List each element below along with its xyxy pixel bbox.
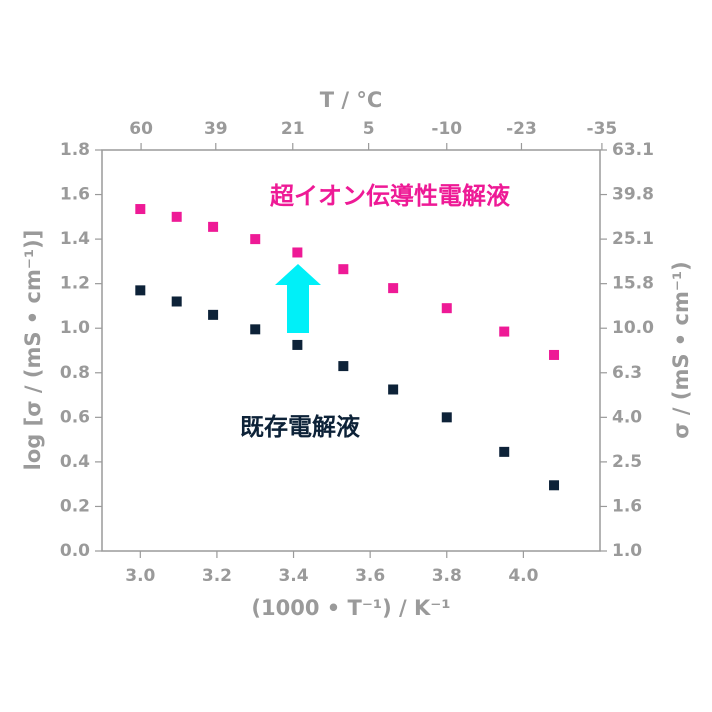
y-axis-title: log [σ / (mS • cm⁻¹)] [21, 230, 45, 471]
point [499, 326, 510, 337]
point [135, 285, 146, 296]
point [338, 361, 349, 372]
y-tick-label: 0.0 [60, 541, 90, 561]
y-tick-label: 1.2 [60, 274, 90, 294]
top-tick-label: 39 [204, 119, 228, 139]
y-tick-label: 0.2 [60, 496, 90, 516]
point [388, 384, 399, 395]
top-tick-label: -35 [587, 119, 618, 139]
point [292, 247, 303, 258]
point [388, 283, 399, 294]
x-axis-title: (1000 • T⁻¹) / K⁻¹ [251, 596, 450, 620]
point [499, 446, 510, 457]
x-tick-label: 3.6 [355, 566, 385, 586]
point [250, 234, 261, 245]
right-tick-label: 10.0 [612, 318, 654, 338]
top-axis-title: T / °C [320, 88, 383, 112]
top-tick-label: 5 [363, 119, 375, 139]
plot-frame [101, 149, 601, 552]
point [208, 221, 219, 232]
right-tick-label: 25.1 [612, 229, 654, 249]
x-tick-label: 3.4 [278, 566, 308, 586]
top-tick-label: -10 [431, 119, 462, 139]
y-tick-label: 0.4 [60, 452, 90, 472]
right-tick-label: 39.8 [612, 185, 654, 205]
point [549, 480, 560, 491]
y-tick-label: 1.4 [60, 229, 90, 249]
point [135, 204, 146, 215]
right-tick-label: 63.1 [612, 140, 654, 160]
right-tick-label: 1.0 [612, 541, 642, 561]
point [292, 339, 303, 350]
right-tick-label: 15.8 [612, 274, 654, 294]
right-tick-label: 4.0 [612, 407, 642, 427]
annotation: 既存電解液 [240, 413, 360, 441]
y-tick-label: 0.6 [60, 407, 90, 427]
right-axis-title: σ / (mS • cm⁻¹) [669, 261, 693, 439]
point [171, 296, 182, 307]
point [549, 349, 560, 360]
right-tick-label: 1.6 [612, 496, 642, 516]
point [250, 324, 261, 335]
x-tick-label: 4.0 [508, 566, 538, 586]
up-arrow [275, 264, 321, 333]
point [338, 264, 349, 275]
point [171, 211, 182, 222]
right-tick-label: 2.5 [612, 452, 642, 472]
top-tick-label: -23 [506, 119, 537, 139]
top-tick-label: 60 [129, 119, 153, 139]
x-tick-label: 3.2 [202, 566, 232, 586]
x-tick-label: 3.8 [432, 566, 462, 586]
y-tick-label: 0.8 [60, 363, 90, 383]
top-tick-label: 21 [281, 119, 305, 139]
y-tick-label: 1.0 [60, 318, 90, 338]
point [441, 303, 452, 314]
annotation: 超イオン伝導性電解液 [270, 182, 510, 210]
point [441, 412, 452, 423]
right-tick-label: 6.3 [612, 363, 642, 383]
y-tick-label: 1.6 [60, 185, 90, 205]
y-tick-label: 1.8 [60, 140, 90, 160]
point [208, 309, 219, 320]
x-tick-label: 3.0 [125, 566, 155, 586]
